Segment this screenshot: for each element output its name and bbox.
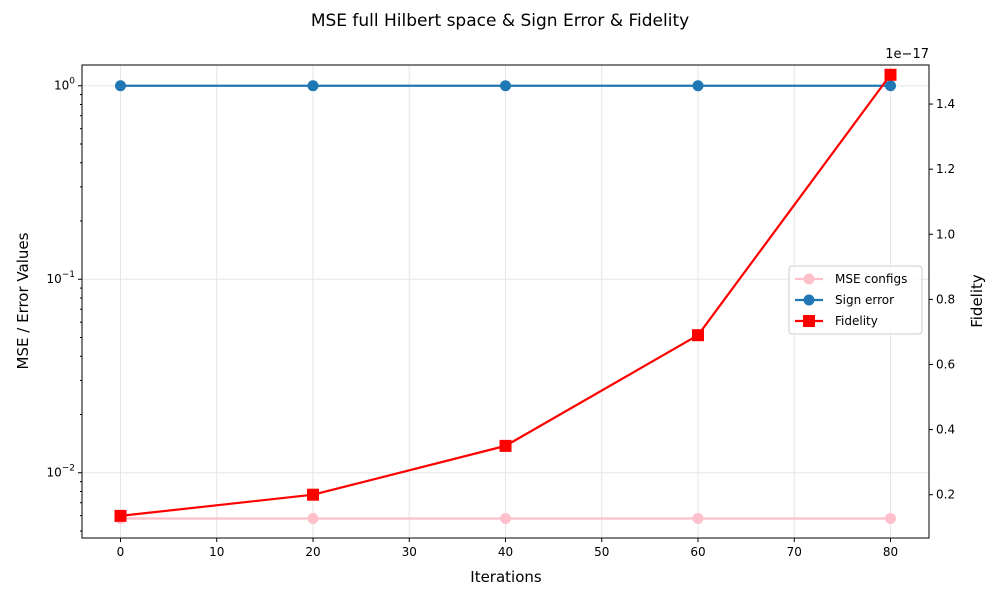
x-axis-label: Iterations xyxy=(470,568,542,586)
x-tick-label: 30 xyxy=(402,545,417,559)
x-tick-label: 60 xyxy=(690,545,705,559)
y-right-tick-label: 1.4 xyxy=(936,97,955,111)
y-right-tick-label: 1.0 xyxy=(936,227,955,241)
y-right-tick-label: 0.8 xyxy=(936,292,955,306)
right-axis-offset-label: 1e−17 xyxy=(885,47,929,62)
data-point xyxy=(114,509,127,522)
y-axis-right-label: Fidelity xyxy=(968,274,986,328)
chart-title: MSE full Hilbert space & Sign Error & Fi… xyxy=(311,11,689,31)
x-tick-label: 50 xyxy=(594,545,609,559)
y-axis-right: 0.2 0.4 0.6 0.8 1.0 1.2 1.4 xyxy=(929,97,955,502)
data-point xyxy=(692,80,704,92)
x-tick-label: 80 xyxy=(883,545,898,559)
data-point xyxy=(307,488,319,501)
data-point xyxy=(307,80,319,92)
legend-box xyxy=(788,265,923,335)
y-right-tick-label: 1.2 xyxy=(936,162,955,176)
y-left-tick-label: 100 xyxy=(54,77,75,93)
x-axis: 0 10 20 30 40 50 60 70 80 xyxy=(117,538,898,559)
data-point xyxy=(692,513,704,525)
data-point xyxy=(499,439,512,452)
legend-label: Sign error xyxy=(835,293,894,307)
legend-swatch-marker xyxy=(803,315,815,327)
data-point xyxy=(884,68,897,81)
y-axis-left: 10−2 10−1 100 xyxy=(46,77,82,532)
data-point xyxy=(500,80,511,92)
legend: MSE configs Sign error Fidelity xyxy=(788,265,923,335)
y-left-tick-label: 10−2 xyxy=(46,464,75,480)
y-right-tick-label: 0.4 xyxy=(936,423,955,437)
legend-label: Fidelity xyxy=(835,314,878,328)
data-point xyxy=(115,80,126,92)
x-tick-label: 20 xyxy=(305,545,320,559)
x-tick-label: 70 xyxy=(787,545,802,559)
data-point xyxy=(307,513,319,525)
data-point xyxy=(885,513,896,525)
series-markers xyxy=(114,68,897,525)
y-axis-left-label: MSE / Error Values xyxy=(14,232,32,369)
legend-label: MSE configs xyxy=(835,272,907,286)
x-tick-label: 40 xyxy=(498,545,513,559)
legend-swatch-marker xyxy=(803,294,815,306)
y-left-tick-label: 10−1 xyxy=(46,270,75,286)
y-right-tick-label: 0.6 xyxy=(936,357,955,371)
y-right-tick-label: 0.2 xyxy=(936,488,955,502)
data-point xyxy=(885,80,896,92)
x-tick-label: 0 xyxy=(117,545,125,559)
data-point xyxy=(692,329,704,342)
x-tick-label: 10 xyxy=(209,545,224,559)
legend-swatch-marker xyxy=(803,273,815,285)
data-point xyxy=(500,513,511,525)
